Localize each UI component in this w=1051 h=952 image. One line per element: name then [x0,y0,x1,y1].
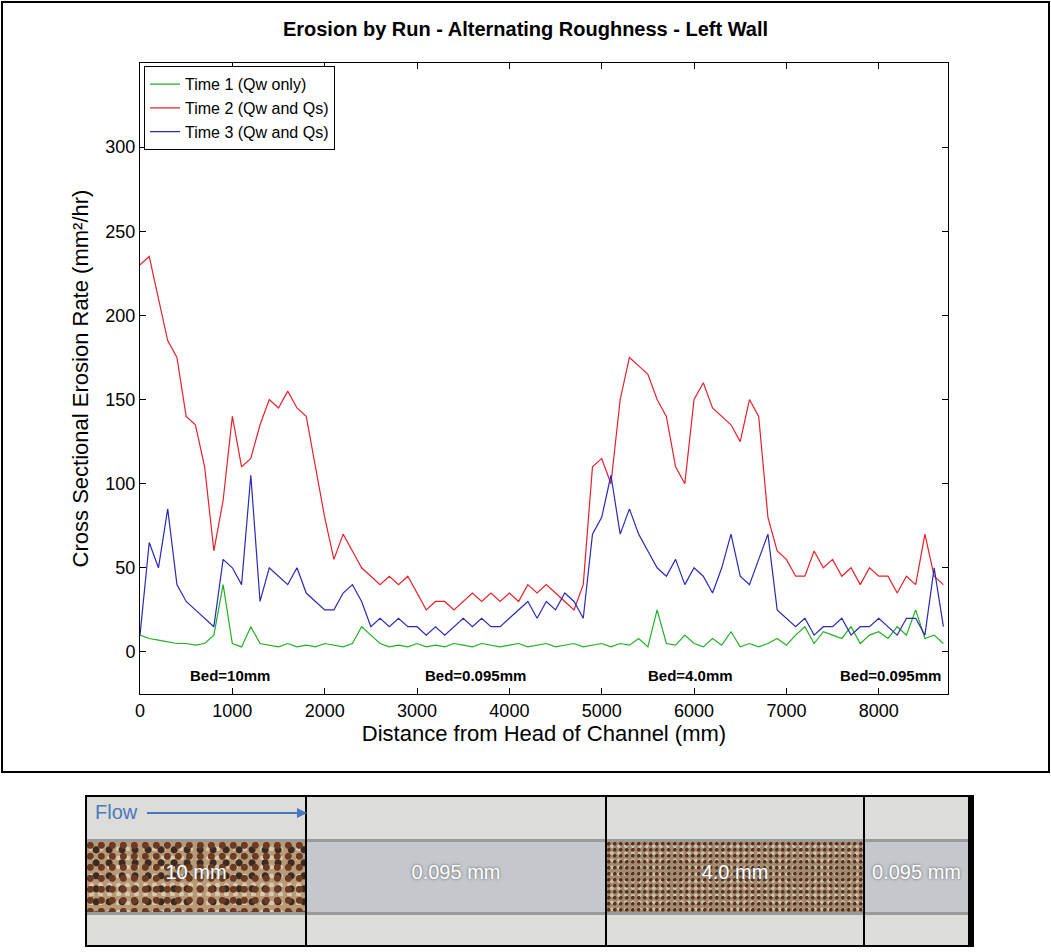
svg-text:1000: 1000 [212,701,252,721]
svg-text:2000: 2000 [305,701,345,721]
svg-text:Cross Sectional Erosion Rate (: Cross Sectional Erosion Rate (mm²/hr) [68,190,93,568]
svg-text:50: 50 [115,558,135,578]
svg-text:Distance from Head of Channel: Distance from Head of Channel (mm) [362,721,726,746]
html-text:Flow: Flow [95,801,138,823]
html-text:10 mm: 10 mm [165,861,227,883]
html-text:0.095 mm: 0.095 mm [872,861,961,883]
svg-text:Time 2 (Qw and Qs): Time 2 (Qw and Qs) [185,100,328,117]
svg-text:6000: 6000 [674,701,714,721]
svg-text:Erosion by Run - Alternating R: Erosion by Run - Alternating Roughness -… [283,18,768,40]
svg-text:200: 200 [105,306,135,326]
svg-text:Bed=0.095mm: Bed=0.095mm [840,667,941,684]
svg-text:Time 1 (Qw only): Time 1 (Qw only) [185,76,306,93]
svg-text:7000: 7000 [766,701,806,721]
svg-text:300: 300 [105,137,135,157]
svg-text:4000: 4000 [489,701,529,721]
html-text:4.0 mm: 4.0 mm [701,861,769,883]
svg-text:250: 250 [105,222,135,242]
svg-text:8000: 8000 [859,701,899,721]
html-text:0.095 mm: 0.095 mm [411,861,501,883]
svg-text:100: 100 [105,474,135,494]
svg-text:Bed=4.0mm: Bed=4.0mm [648,667,733,684]
svg-text:Bed=0.095mm: Bed=0.095mm [425,667,526,684]
svg-text:Time 3 (Qw and Qs): Time 3 (Qw and Qs) [185,124,328,141]
svg-text:0: 0 [125,642,135,662]
svg-text:5000: 5000 [582,701,622,721]
svg-text:3000: 3000 [397,701,437,721]
svg-text:150: 150 [105,390,135,410]
svg-text:Bed=10mm: Bed=10mm [190,667,270,684]
svg-text:0: 0 [135,701,145,721]
